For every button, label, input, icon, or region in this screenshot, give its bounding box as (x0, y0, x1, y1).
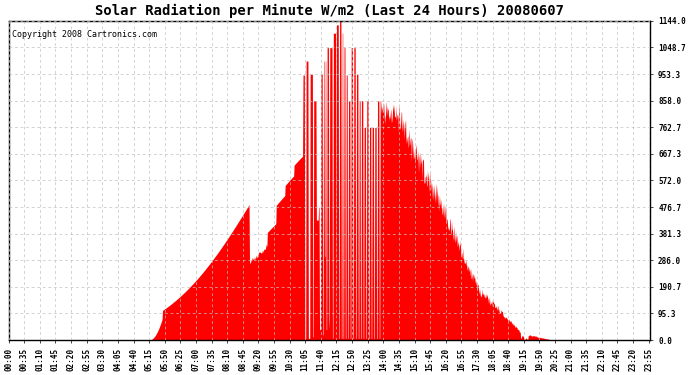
Title: Solar Radiation per Minute W/m2 (Last 24 Hours) 20080607: Solar Radiation per Minute W/m2 (Last 24… (95, 4, 564, 18)
Text: Copyright 2008 Cartronics.com: Copyright 2008 Cartronics.com (12, 30, 157, 39)
